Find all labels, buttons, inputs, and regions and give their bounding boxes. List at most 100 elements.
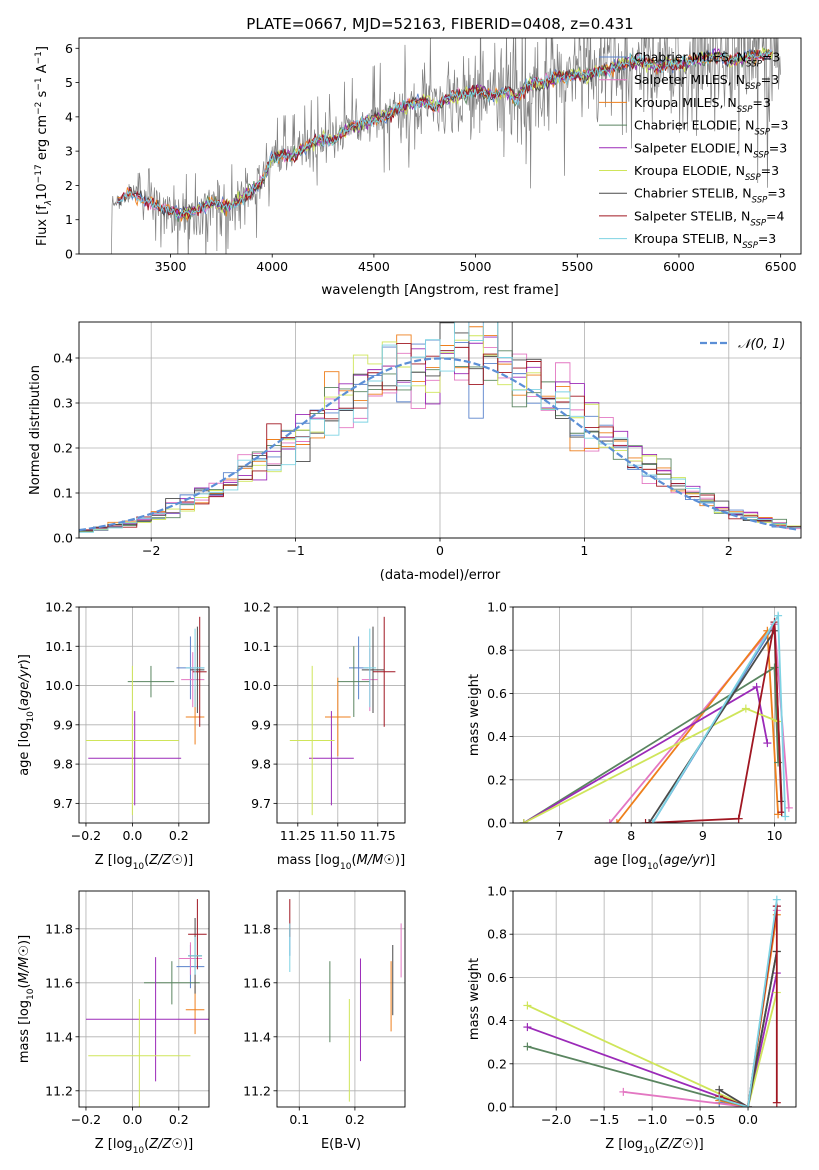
x-axis-label: wavelength [Angstrom, rest frame]: [321, 282, 559, 298]
label-part: age/yr: [17, 663, 32, 706]
y-tick-label: 9.8: [251, 757, 271, 772]
label-part: )]: [705, 853, 715, 868]
y-tick-label: 11.6: [243, 975, 271, 990]
legend-label: Kroupa ELODIE, NSSP=3: [634, 163, 779, 183]
weight-line: [527, 972, 778, 1107]
legend-label-sub: SSP: [742, 241, 758, 251]
legend-label-n: =3: [752, 95, 770, 110]
label-part: )]: [694, 1137, 704, 1152]
x-axis-label: Z [log10(Z/Z☉)]: [95, 1137, 193, 1156]
x-tick-label: −1: [286, 543, 304, 558]
y-tick-label: 1.0: [487, 600, 507, 615]
x-tick-label: 2: [725, 543, 733, 558]
axes-age-vs-z: −0.2 0.0 0.29.79.89.910.010.110.2Z [log10(…: [17, 600, 210, 872]
legend-label-sub: SSP: [745, 82, 761, 92]
label-part: )]: [183, 1137, 193, 1152]
label-part: −1: [34, 51, 44, 64]
weight-line: [523, 685, 769, 823]
x-tick-label: 5000: [460, 259, 492, 274]
legend-label-sub: SSP: [737, 105, 753, 115]
legend-label-n: =3: [767, 186, 785, 201]
axes-residuals: −2 −1 0 1 2 0.0 0.1 0.2 0.3 0.4 (data-model)/error…: [28, 321, 802, 583]
y-tick-label: 0.6: [487, 686, 507, 701]
label-part: −17: [34, 164, 44, 183]
label-part: 10: [340, 862, 352, 872]
y-tick-label: 0.2: [53, 441, 73, 456]
y-axis-label: Flux [fλ10−17 erg cm−2 s−1 A−1]: [34, 46, 54, 246]
axes-frame: [78, 890, 210, 1108]
y-tick-label: 9.9: [53, 717, 73, 732]
y-axis-label: age [log10(age/yr)]: [17, 654, 36, 776]
plot-area-residuals: [79, 322, 801, 538]
x-tick-label: −2.0: [541, 1112, 571, 1127]
y-tick-label: 0.0: [53, 531, 73, 546]
label-part: Z/Z☉: [659, 1137, 694, 1152]
legend-label: Chabrier ELODIE, NSSP=3: [634, 118, 789, 138]
y-tick-label: 0: [65, 247, 73, 262]
label-part: −1: [34, 77, 44, 90]
y-tick-label: 1.0: [487, 884, 507, 899]
y-tick-label: 10.1: [243, 639, 271, 654]
label-part: 10: [643, 1146, 655, 1156]
label-part: (: [17, 983, 32, 988]
label-part: (: [655, 1137, 660, 1152]
x-tick-label: 0.0: [122, 828, 142, 843]
legend-label-n: =3: [761, 163, 779, 178]
legend: 𝒩(0, 1): [700, 337, 785, 352]
label-part: Z [log: [95, 1137, 133, 1152]
plot-area-weight-vs-age: [519, 611, 793, 823]
x-tick-label: 7: [556, 828, 564, 843]
y-tick-label: 9.7: [251, 796, 271, 811]
y-tick-label: 0.6: [487, 970, 507, 985]
legend-label-text: Chabrier MILES, N: [634, 50, 746, 65]
weight-line: [609, 621, 790, 823]
label-part: 10: [647, 862, 659, 872]
x-tick-label: 11.50: [320, 828, 356, 843]
x-axis-label: (data-model)/error: [380, 568, 501, 583]
label-part: mass [log: [277, 853, 340, 868]
legend-label-n: =3: [761, 72, 779, 87]
label-part: age [log: [17, 723, 32, 776]
y-tick-label: 4: [65, 109, 73, 124]
legend-label: Salpeter STELIB, NSSP=4: [634, 208, 784, 228]
y-tick-label: 11.4: [243, 1029, 271, 1044]
label-part: Z/Z☉: [148, 853, 183, 868]
legend-label-text: Kroupa STELIB, N: [634, 231, 742, 246]
y-tick-label: 0.2: [487, 772, 507, 787]
plot-area-spectrum: [109, 38, 781, 254]
x-tick-label: 6500: [765, 259, 797, 274]
y-tick-label: 0.3: [53, 396, 73, 411]
x-tick-label: 10: [767, 828, 783, 843]
y-axis-label: mass weight: [467, 674, 482, 756]
legend-label-n: =4: [766, 208, 784, 223]
label-part: Z [log: [95, 853, 133, 868]
y-tick-label: 0.4: [487, 1013, 507, 1028]
legend-label-sub: SSP: [754, 128, 770, 138]
label-part: 10: [133, 1146, 145, 1156]
y-tick-label: 10.2: [45, 600, 73, 615]
axes-spectrum: 3500 4000 4500 5000 5500 6000 6500 0 1 2 3 4 5 6 PLATE…: [34, 15, 802, 298]
y-tick-label: 10.1: [45, 639, 73, 654]
legend-label-text: Kroupa ELODIE, N: [634, 163, 745, 178]
y-tick-label: 0.4: [53, 351, 73, 366]
axes-age-vs-mass: 11.25 11.50 11.75 9.7 9.8 9.9 10.0 10.1 10.2 mass…: [243, 600, 406, 872]
legend-label: Chabrier STELIB, NSSP=3: [634, 186, 786, 206]
y-tick-label: 10.0: [45, 678, 73, 693]
y-tick-label: 1: [65, 212, 73, 227]
plot-area-age-vs-mass: [289, 616, 396, 816]
label-part: )]: [183, 853, 193, 868]
legend-label-sub: SSP: [753, 150, 769, 160]
x-tick-label: −1.5: [589, 1112, 619, 1127]
y-tick-label: 3: [65, 144, 73, 159]
axes-frame: [276, 890, 406, 1108]
x-tick-label: −1.0: [637, 1112, 667, 1127]
legend-label-text: Kroupa MILES, N: [634, 95, 737, 110]
y-tick-label: 11.8: [45, 921, 73, 936]
label-part: Flux [f: [35, 205, 50, 246]
y-tick-label: 11.2: [243, 1083, 271, 1098]
chart-title: PLATE=0667, MJD=52163, FIBERID=0408, z=0…: [246, 15, 633, 33]
label-part: ]: [35, 46, 50, 51]
label-part: (: [351, 853, 356, 868]
label-part: Z/Z☉: [148, 1137, 183, 1152]
x-axis-label: Z [log10(Z/Z☉)]: [95, 853, 193, 872]
